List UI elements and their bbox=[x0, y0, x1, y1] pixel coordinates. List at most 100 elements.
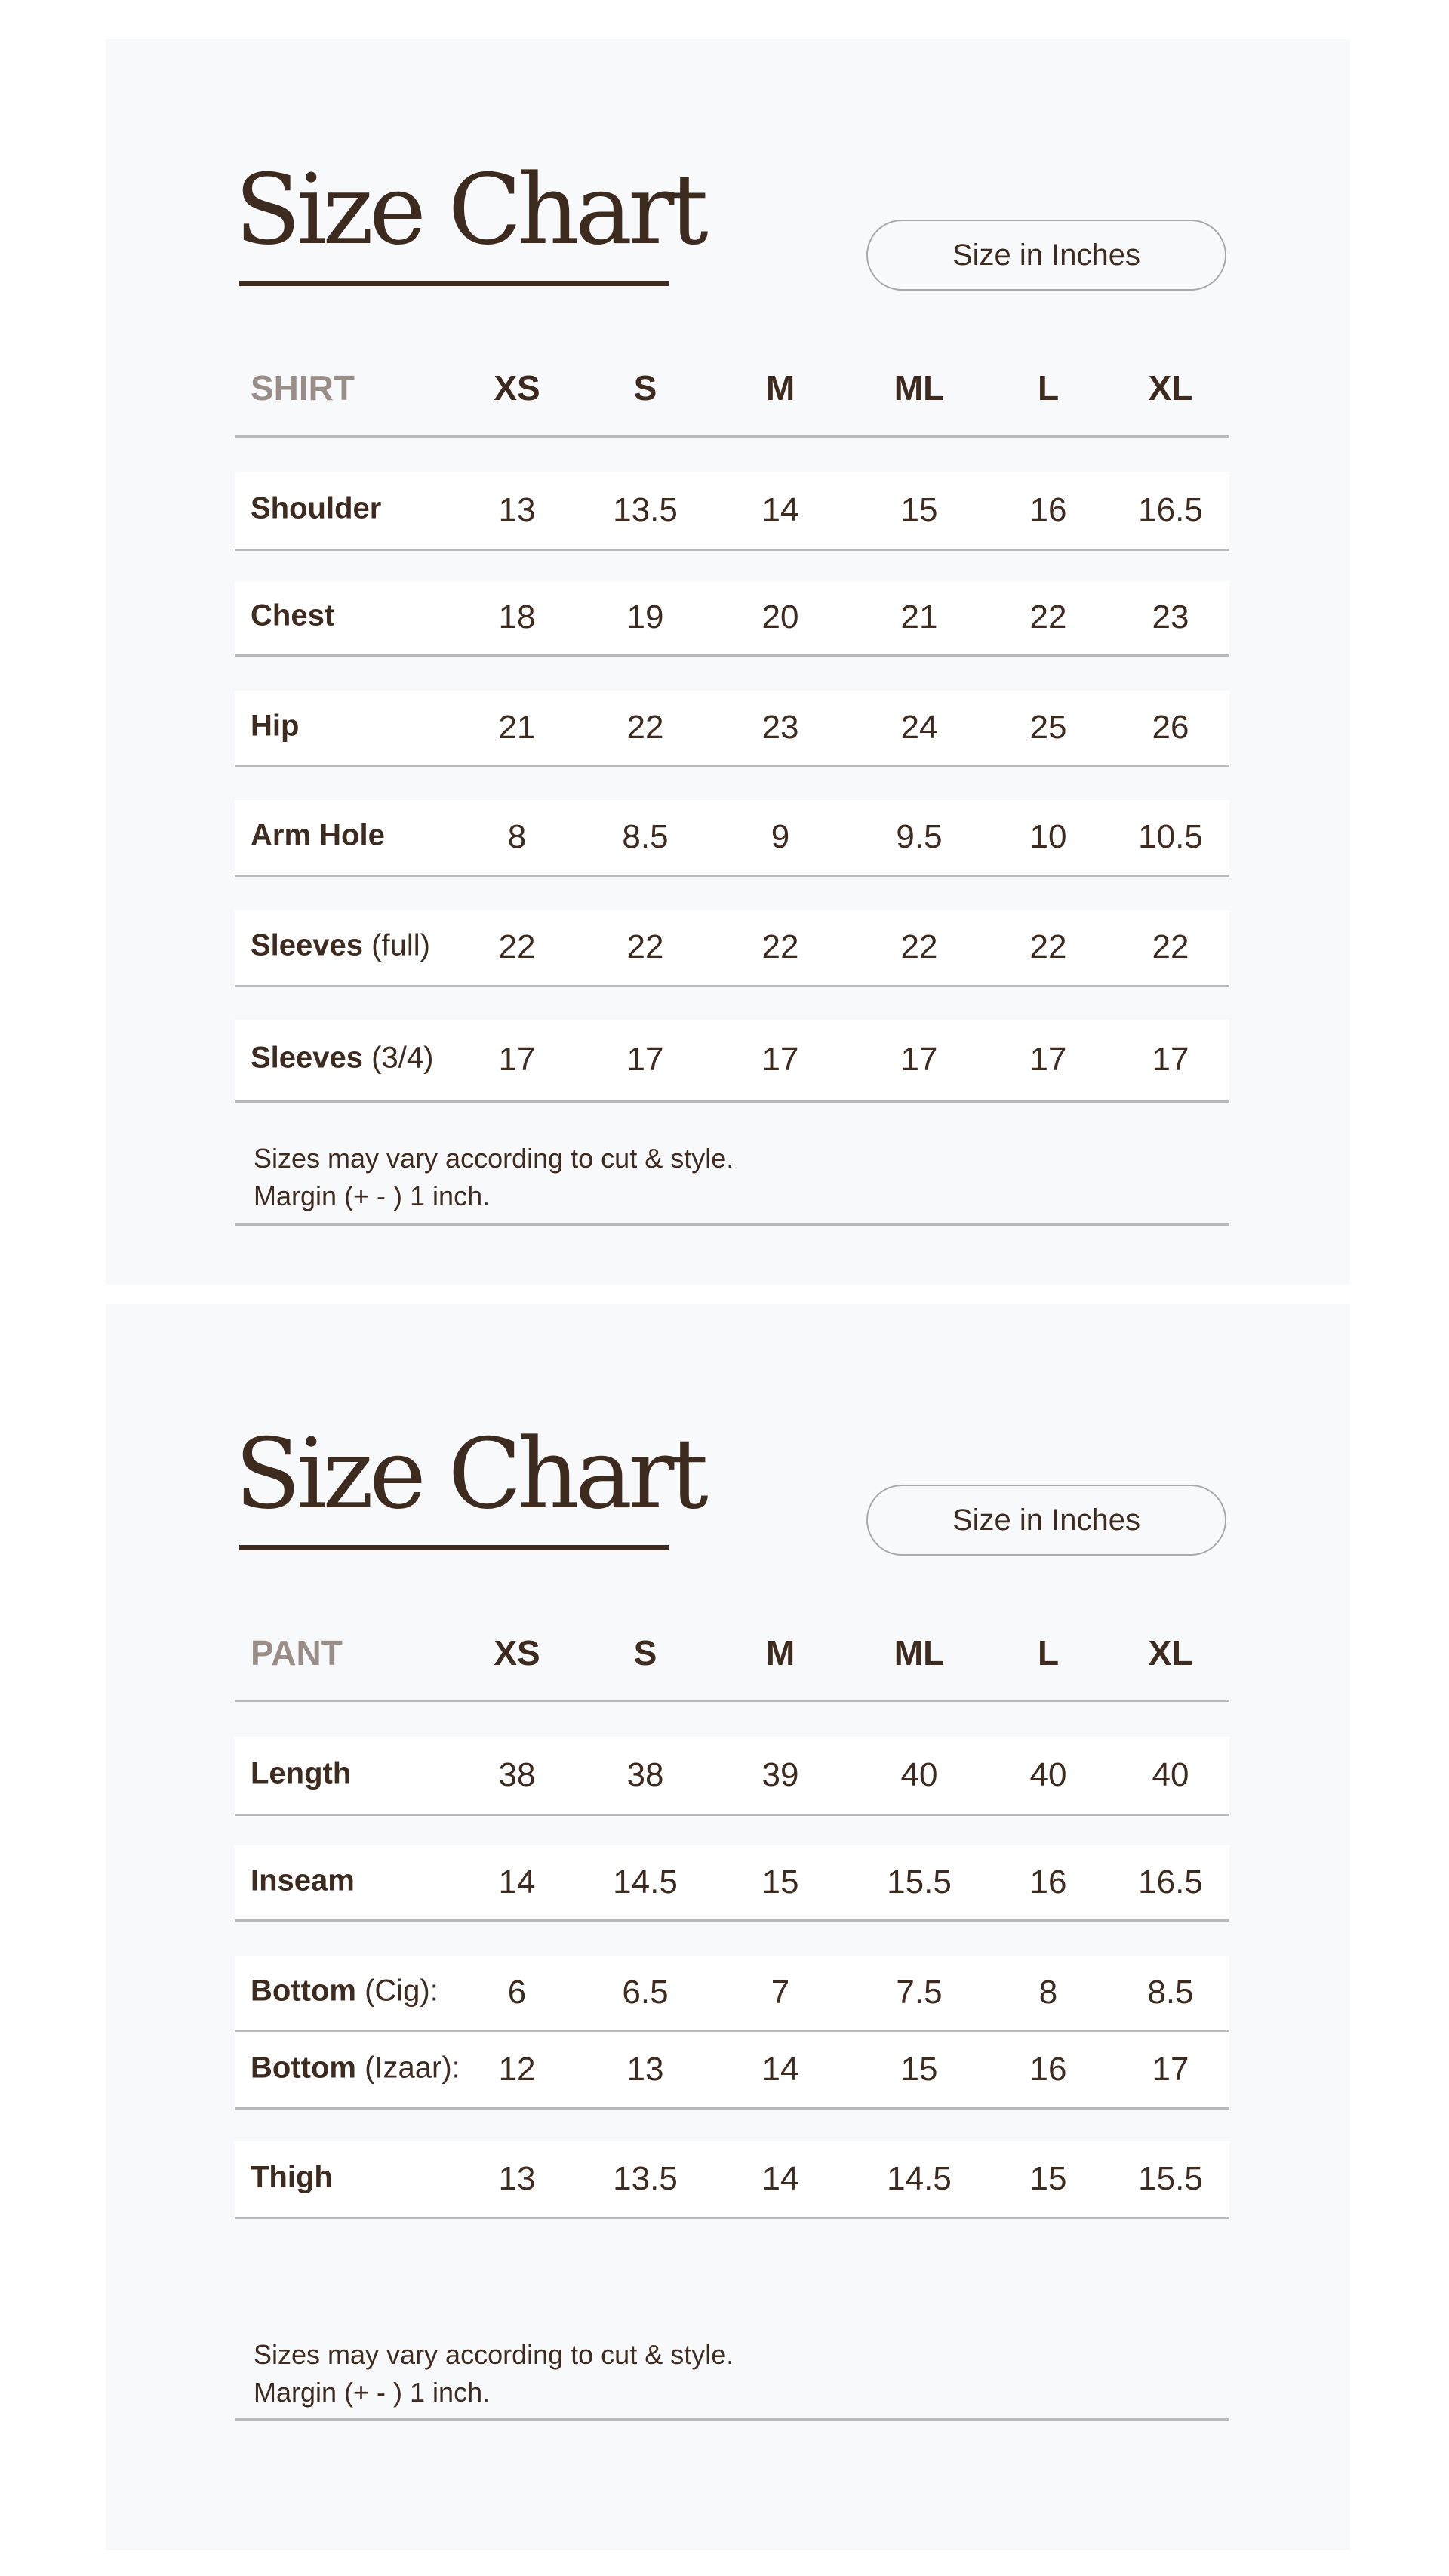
row-label: Length bbox=[251, 1756, 351, 1790]
row-label: Sleeves (full) bbox=[251, 929, 430, 963]
table-cell: 38 bbox=[498, 1756, 536, 1793]
table-cell: 40 bbox=[1152, 1756, 1189, 1793]
table-cell: 17 bbox=[1152, 1041, 1189, 1078]
table-cell: 8.5 bbox=[622, 818, 669, 855]
table-cell: 10.5 bbox=[1138, 818, 1203, 855]
chart-title: Size Chart bbox=[235, 1418, 709, 1531]
table-cell: 13.5 bbox=[613, 491, 678, 528]
table-cell: 22 bbox=[626, 708, 664, 746]
measurement-name: Bottom bbox=[251, 2051, 356, 2084]
table-cell: 21 bbox=[498, 708, 536, 746]
table-cell: 15 bbox=[900, 491, 938, 528]
note-divider bbox=[235, 1223, 1229, 1226]
table-cell: 38 bbox=[626, 1756, 664, 1793]
size-column-header: XL bbox=[1148, 368, 1193, 408]
table-cell: 14 bbox=[498, 1863, 536, 1900]
size-chart-panel bbox=[106, 1304, 1350, 2550]
size-unit-badge[interactable]: Size in Inches bbox=[866, 1485, 1226, 1556]
measurement-qualifier: (Izaar): bbox=[355, 2051, 460, 2084]
table-cell: 15.5 bbox=[1138, 2159, 1203, 2197]
table-cell: 16 bbox=[1029, 491, 1067, 528]
table-cell: 14 bbox=[761, 2159, 799, 2197]
title-underline bbox=[239, 1545, 669, 1550]
measurement-name: Length bbox=[251, 1756, 352, 1790]
size-column-header: ML bbox=[894, 1633, 945, 1673]
row-label: Sleeves (3/4) bbox=[251, 1042, 433, 1076]
table-cell: 22 bbox=[1029, 599, 1067, 636]
table-cell: 12 bbox=[498, 2050, 536, 2088]
table-cell: 15 bbox=[1029, 2159, 1067, 2197]
table-cell: 22 bbox=[1029, 928, 1067, 965]
table-cell: 21 bbox=[900, 599, 938, 636]
measurement-qualifier: (full) bbox=[363, 928, 430, 962]
size-column-header: XS bbox=[494, 1633, 540, 1673]
size-column-header: L bbox=[1037, 1633, 1060, 1673]
measurement-name: Thigh bbox=[251, 2160, 333, 2193]
measurement-name: Chest bbox=[251, 599, 335, 632]
note-line: Sizes may vary according to cut & style. bbox=[254, 2339, 734, 2370]
table-cell: 22 bbox=[626, 928, 664, 965]
title-underline bbox=[239, 281, 669, 286]
row-label: Bottom (Cig): bbox=[251, 1974, 438, 2008]
measurement-name: Sleeves bbox=[251, 928, 364, 962]
size-column-header: S bbox=[633, 368, 657, 408]
row-label: Arm Hole bbox=[251, 819, 385, 853]
table-cell: 17 bbox=[1152, 2050, 1189, 2088]
size-column-header: S bbox=[633, 1633, 657, 1673]
table-row bbox=[235, 472, 1229, 551]
table-cell: 17 bbox=[900, 1041, 938, 1078]
table-cell: 17 bbox=[1029, 1041, 1067, 1078]
table-cell: 39 bbox=[761, 1756, 799, 1793]
header-divider bbox=[235, 435, 1229, 438]
table-cell: 13 bbox=[626, 2050, 664, 2088]
table-cell: 17 bbox=[761, 1041, 799, 1078]
table-cell: 9.5 bbox=[896, 818, 943, 855]
table-cell: 10 bbox=[1029, 818, 1067, 855]
table-cell: 19 bbox=[626, 599, 664, 636]
table-cell: 18 bbox=[498, 599, 536, 636]
size-column-header: M bbox=[765, 368, 795, 408]
size-column-header: XL bbox=[1148, 1633, 1193, 1673]
table-row bbox=[235, 2141, 1229, 2219]
measurement-name: Inseam bbox=[251, 1864, 355, 1897]
table-cell: 6.5 bbox=[622, 1974, 669, 2011]
table-row bbox=[235, 1845, 1229, 1922]
measurement-qualifier: (Cig): bbox=[355, 1974, 438, 2008]
table-cell: 24 bbox=[900, 708, 938, 746]
measurement-name: Arm Hole bbox=[251, 818, 385, 852]
row-label: Hip bbox=[251, 709, 299, 743]
size-column-header: M bbox=[765, 1633, 795, 1673]
size-unit-badge[interactable]: Size in Inches bbox=[866, 220, 1226, 291]
measurement-name: Sleeves bbox=[251, 1041, 364, 1075]
note-divider bbox=[235, 2418, 1229, 2421]
row-label: Chest bbox=[251, 599, 334, 633]
row-label: Bottom (Izaar): bbox=[251, 2051, 460, 2085]
table-row bbox=[235, 1020, 1229, 1103]
table-cell: 13 bbox=[498, 491, 536, 528]
table-cell: 14.5 bbox=[613, 1863, 678, 1900]
table-cell: 22 bbox=[761, 928, 799, 965]
note-line: Margin (+ - ) 1 inch. bbox=[254, 2377, 491, 2408]
size-note: Sizes may vary according to cut & style.… bbox=[254, 2336, 734, 2411]
measurement-name: Hip bbox=[251, 709, 300, 742]
table-cell: 16.5 bbox=[1138, 1863, 1203, 1900]
table-cell: 7 bbox=[771, 1974, 790, 2011]
table-cell: 16 bbox=[1029, 2050, 1067, 2088]
category-header: PANT bbox=[251, 1633, 343, 1673]
table-cell: 14.5 bbox=[887, 2159, 952, 2197]
table-cell: 15 bbox=[900, 2050, 938, 2088]
table-cell: 7.5 bbox=[896, 1974, 943, 2011]
table-row bbox=[235, 1956, 1229, 2032]
table-cell: 16.5 bbox=[1138, 491, 1203, 528]
table-cell: 6 bbox=[507, 1974, 527, 2011]
table-cell: 20 bbox=[761, 599, 799, 636]
table-row bbox=[235, 581, 1229, 657]
table-cell: 14 bbox=[761, 491, 799, 528]
chart-title: Size Chart bbox=[235, 154, 709, 266]
table-cell: 16 bbox=[1029, 1863, 1067, 1900]
row-label: Shoulder bbox=[251, 491, 381, 525]
header-divider bbox=[235, 1700, 1229, 1702]
table-cell: 40 bbox=[1029, 1756, 1067, 1793]
table-cell: 26 bbox=[1152, 708, 1189, 746]
measurement-name: Bottom bbox=[251, 1974, 356, 2008]
